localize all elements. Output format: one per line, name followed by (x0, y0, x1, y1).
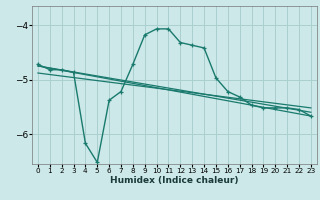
X-axis label: Humidex (Indice chaleur): Humidex (Indice chaleur) (110, 176, 239, 185)
